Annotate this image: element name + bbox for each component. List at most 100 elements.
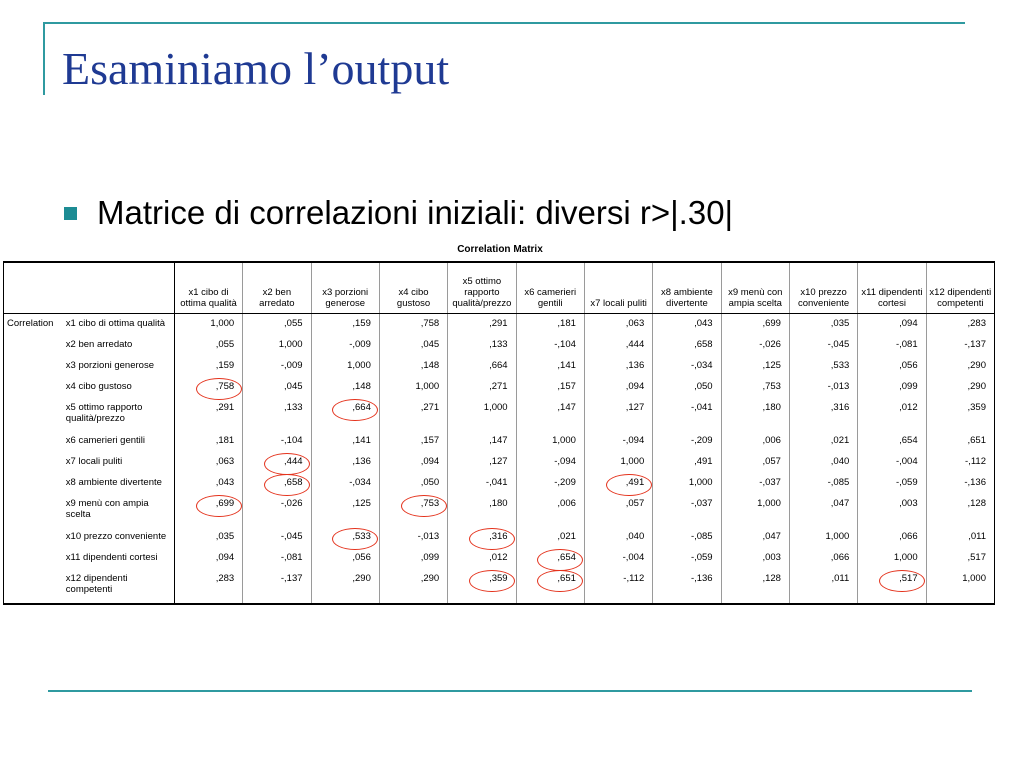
correlation-cell: ,006	[515, 495, 585, 528]
correlation-cell: ,533	[310, 528, 380, 549]
correlation-cell: ,063	[173, 453, 243, 474]
correlation-cell: ,699	[173, 495, 243, 528]
correlation-cell: ,283	[925, 313, 995, 336]
correlation-cell: -,137	[925, 336, 995, 357]
correlation-cell: -,081	[857, 336, 927, 357]
correlation-cell: ,057	[583, 495, 653, 528]
correlation-cell: ,056	[310, 549, 380, 570]
correlation-cell: -,209	[515, 474, 585, 495]
correlation-cell: -,013	[378, 528, 448, 549]
table-row: x2 ben arredato ,055 1,000 -,009,045,133 -,1…	[4, 336, 995, 357]
correlation-cell: ,136	[310, 453, 380, 474]
correlation-cell: ,141	[310, 432, 380, 453]
correlation-cell: ,753	[378, 495, 448, 528]
correlation-cell: ,040	[583, 528, 653, 549]
column-header: x9 menù con ampia scelta	[720, 262, 790, 314]
correlation-cell: -,112	[925, 453, 995, 474]
correlation-cell: ,290	[378, 570, 448, 604]
table-row: x9 menù con ampia scelta ,699 -,026,125,75…	[4, 495, 995, 528]
correlation-cell: -,034	[310, 474, 380, 495]
row-label: x4 cibo gustoso	[65, 381, 132, 392]
row-label: x2 ben arredato	[65, 339, 133, 350]
correlation-cell: ,006	[720, 432, 790, 453]
correlation-cell: ,316	[788, 399, 858, 432]
column-header: x8 ambiente divertente	[652, 262, 722, 314]
table-row: x5 ottimo rapporto qualità/prezzo ,291,13…	[4, 399, 995, 432]
correlation-cell: -,004	[857, 453, 927, 474]
row-group-empty	[4, 432, 60, 453]
correlation-cell: ,444	[583, 336, 653, 357]
row-label: x5 ottimo rapporto qualità/prezzo	[65, 402, 143, 425]
row-group-empty	[4, 495, 60, 528]
correlation-cell: ,290	[925, 378, 995, 399]
correlation-cell: -,045	[242, 528, 312, 549]
row-group-empty	[4, 453, 60, 474]
correlation-cell: 1,000	[652, 474, 722, 495]
correlation-cell: ,271	[378, 399, 448, 432]
correlation-cell: ,517	[925, 549, 995, 570]
correlation-cell: ,654	[515, 549, 585, 570]
correlation-cell: -,037	[720, 474, 790, 495]
correlation-cell: ,753	[720, 378, 790, 399]
correlation-cell: ,491	[583, 474, 653, 495]
correlation-cell: ,094	[378, 453, 448, 474]
table-row: x6 camerieri gentili ,181 -,104,141,157,14…	[4, 432, 995, 453]
correlation-cell: ,021	[515, 528, 585, 549]
correlation-cell: 1,000	[310, 357, 380, 378]
correlation-cell: ,133	[447, 336, 517, 357]
row-group-empty	[4, 336, 60, 357]
correlation-cell: ,654	[857, 432, 927, 453]
correlation-cell: -,045	[788, 336, 858, 357]
column-header: x6 camerieri gentili	[515, 262, 585, 314]
correlation-cell: ,181	[173, 432, 243, 453]
correlation-cell: ,050	[652, 378, 722, 399]
correlation-cell: ,003	[720, 549, 790, 570]
correlation-cell: ,066	[788, 549, 858, 570]
correlation-cell: ,055	[173, 336, 243, 357]
correlation-cell: ,045	[378, 336, 448, 357]
correlation-cell: ,658	[652, 336, 722, 357]
correlation-cell: 1,000	[447, 399, 517, 432]
correlation-cell: ,290	[925, 357, 995, 378]
row-group-empty	[4, 357, 60, 378]
correlation-cell: ,699	[720, 313, 790, 336]
correlation-cell: ,094	[583, 378, 653, 399]
correlation-cell: ,159	[310, 313, 380, 336]
correlation-cell: ,056	[857, 357, 927, 378]
correlation-cell: -,059	[652, 549, 722, 570]
correlation-cell: -,041	[447, 474, 517, 495]
row-label: x1 cibo di ottima qualità	[65, 318, 166, 329]
correlation-cell: -,104	[515, 336, 585, 357]
correlation-cell: ,316	[447, 528, 517, 549]
table-row: x7 locali puliti ,063,444,136,094,127 -,09…	[4, 453, 995, 474]
correlation-cell: -,037	[652, 495, 722, 528]
correlation-cell: -,013	[788, 378, 858, 399]
column-header: x1 cibo di ottima qualità	[173, 262, 243, 314]
correlation-cell: ,664	[447, 357, 517, 378]
row-group-empty	[4, 399, 60, 432]
table-row: x4 cibo gustoso ,758,045,148 1,000,271,157…	[4, 378, 995, 399]
correlation-cell: ,035	[173, 528, 243, 549]
correlation-cell: 1,000	[242, 336, 312, 357]
correlation-cell: -,081	[242, 549, 312, 570]
correlation-cell: ,050	[378, 474, 448, 495]
row-label: x9 menù con ampia scelta	[65, 498, 149, 521]
correlation-cell: ,283	[173, 570, 243, 604]
correlation-cell: ,099	[378, 549, 448, 570]
table-row: x10 prezzo conveniente ,035 -,045,533 -,013…	[4, 528, 995, 549]
bullet-text: Matrice di correlazioni iniziali: divers…	[97, 194, 734, 231]
header-blank	[3, 262, 60, 314]
frame-vertical-line	[43, 22, 45, 95]
correlation-cell: -,009	[310, 336, 380, 357]
row-label: x6 camerieri gentili	[65, 435, 145, 446]
row-group-empty	[4, 528, 60, 549]
correlation-cell: -,104	[242, 432, 312, 453]
row-group-label: Correlation	[7, 318, 54, 329]
correlation-cell: -,112	[583, 570, 653, 604]
row-group-empty	[4, 549, 60, 570]
correlation-cell: -,026	[242, 495, 312, 528]
footer-line	[48, 690, 972, 692]
correlation-cell: ,658	[242, 474, 312, 495]
correlation-cell: ,125	[310, 495, 380, 528]
correlation-cell: -,209	[652, 432, 722, 453]
